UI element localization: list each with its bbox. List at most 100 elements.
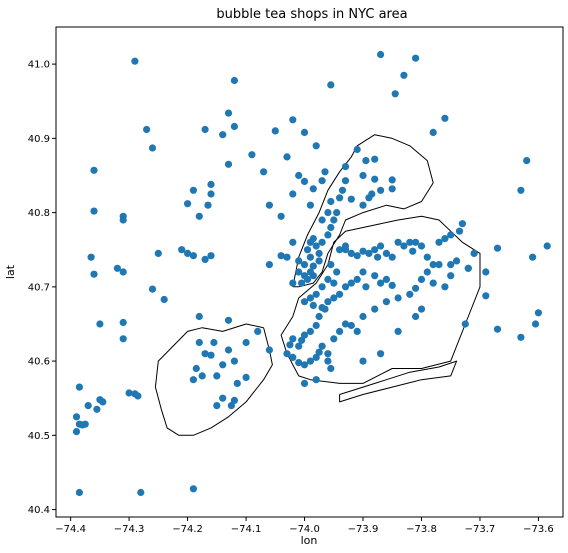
data-point — [388, 253, 396, 261]
data-point — [309, 301, 317, 309]
data-point — [417, 305, 426, 313]
data-point — [265, 201, 273, 209]
data-point — [359, 357, 367, 365]
data-point — [377, 50, 385, 59]
data-point — [374, 253, 382, 261]
data-point — [324, 298, 332, 306]
data-point — [371, 272, 379, 280]
data-point — [189, 186, 197, 194]
data-point — [201, 255, 209, 263]
data-point — [300, 272, 309, 280]
data-point — [189, 485, 197, 493]
data-point — [318, 238, 326, 246]
data-point — [119, 318, 127, 327]
data-point — [359, 171, 367, 180]
data-point — [295, 257, 303, 265]
data-point — [517, 333, 525, 341]
data-point — [327, 223, 335, 232]
data-point — [359, 201, 367, 209]
data-point — [195, 212, 203, 220]
data-point — [464, 264, 472, 272]
data-point — [309, 272, 317, 280]
data-point — [312, 242, 320, 250]
data-point — [347, 279, 355, 287]
data-point — [493, 244, 502, 252]
data-point — [371, 305, 379, 313]
data-point — [298, 336, 306, 344]
data-point — [458, 220, 466, 228]
data-point — [455, 227, 464, 235]
data-point — [131, 57, 139, 65]
data-point — [178, 246, 186, 254]
data-point — [242, 338, 250, 347]
data-point — [441, 235, 449, 243]
data-point — [312, 321, 320, 330]
x-tick-label: −74.2 — [172, 524, 203, 535]
data-point — [230, 122, 238, 131]
data-point — [315, 348, 323, 356]
data-point — [81, 420, 89, 428]
plot-area-frame — [55, 26, 564, 518]
data-point — [447, 231, 455, 239]
data-point — [388, 185, 396, 193]
data-point — [333, 268, 341, 276]
data-point — [207, 190, 215, 198]
data-point — [289, 238, 297, 246]
data-point — [353, 145, 361, 154]
data-point — [84, 402, 92, 410]
data-point — [423, 253, 431, 261]
data-point — [230, 357, 238, 365]
data-point — [441, 283, 449, 291]
data-point — [286, 341, 294, 349]
data-point — [277, 212, 285, 220]
data-point — [534, 309, 543, 317]
y-axis-ticks: 40.4 40.5 40.6 40.7 40.8 40.9 41.0 — [28, 60, 56, 516]
data-point — [230, 396, 238, 404]
data-point — [312, 290, 320, 298]
data-point — [119, 335, 127, 343]
data-point — [330, 279, 338, 287]
data-point — [119, 268, 127, 276]
data-point — [417, 275, 426, 283]
y-tick-label: 41.0 — [28, 60, 50, 71]
data-point — [347, 195, 355, 203]
data-point — [435, 261, 443, 269]
data-point — [87, 253, 95, 261]
data-point — [289, 335, 297, 343]
data-point — [400, 71, 408, 79]
data-point — [330, 294, 338, 302]
data-point — [336, 194, 344, 202]
data-point — [283, 350, 291, 358]
data-point — [300, 177, 309, 185]
data-point — [423, 268, 431, 276]
data-point — [371, 246, 379, 254]
y-tick-label: 40.5 — [28, 431, 50, 442]
data-point — [341, 283, 350, 291]
data-point — [353, 252, 361, 260]
data-point — [96, 320, 104, 328]
data-point — [315, 257, 323, 265]
data-point — [295, 342, 303, 350]
data-point — [204, 201, 212, 209]
borough-outline-1 — [154, 323, 273, 436]
data-point — [382, 249, 390, 257]
data-point — [482, 268, 490, 276]
data-point — [306, 201, 314, 209]
data-point — [306, 294, 314, 302]
data-point — [300, 379, 309, 387]
data-point — [309, 185, 317, 193]
borough-outline-4 — [339, 360, 458, 403]
data-point — [531, 320, 540, 328]
data-point — [327, 261, 335, 269]
data-point — [306, 253, 314, 261]
data-point — [198, 372, 206, 380]
data-point — [318, 216, 326, 224]
data-point — [365, 194, 373, 202]
data-point — [289, 116, 297, 124]
data-point — [119, 216, 127, 224]
data-point — [300, 361, 309, 369]
data-point — [184, 249, 192, 257]
data-point — [148, 144, 157, 152]
data-point — [213, 402, 221, 410]
y-tick-label: 40.9 — [28, 134, 50, 145]
